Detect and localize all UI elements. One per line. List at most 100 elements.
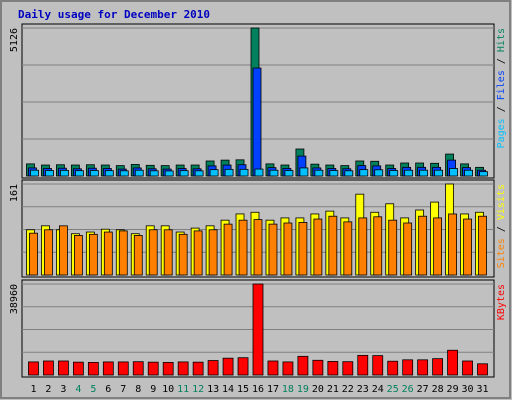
bar	[252, 283, 264, 376]
x-tick-label: 9	[150, 384, 156, 395]
bar	[253, 219, 263, 276]
legend-separator: /	[496, 100, 507, 118]
bar	[179, 170, 189, 177]
bar	[434, 169, 444, 177]
bar	[387, 360, 399, 376]
bar	[87, 361, 99, 376]
bar	[193, 230, 203, 276]
legend: KBytes	[496, 284, 507, 320]
bar	[103, 231, 113, 276]
y-tick-label: 161	[9, 184, 20, 202]
chart-title: Daily usage for December 2010	[18, 8, 210, 21]
x-tick-label: 28	[432, 384, 444, 395]
bar	[299, 167, 309, 177]
x-tick-label: 31	[476, 384, 488, 395]
x-tick-label: 24	[372, 384, 384, 395]
bar	[358, 217, 368, 276]
bar	[238, 219, 248, 276]
bar	[419, 169, 429, 177]
bar	[298, 222, 308, 276]
bar	[254, 168, 264, 177]
bar	[282, 361, 294, 376]
bar	[30, 169, 39, 177]
bar	[464, 169, 473, 177]
bar	[29, 232, 38, 276]
bar	[117, 361, 129, 376]
x-tick-label: 13	[207, 384, 219, 395]
bar	[89, 170, 99, 177]
bar	[269, 169, 279, 177]
bar	[283, 222, 293, 276]
bar	[74, 170, 84, 177]
bar	[418, 215, 428, 276]
x-tick-label: 14	[222, 384, 234, 395]
bar	[223, 223, 233, 276]
bar	[327, 361, 339, 376]
bar	[43, 360, 54, 376]
bar	[462, 360, 473, 376]
bar	[267, 360, 279, 376]
bar	[447, 349, 458, 376]
x-tick-label: 23	[357, 384, 369, 395]
legend-separator: /	[496, 52, 507, 70]
bar	[73, 235, 83, 276]
bar	[252, 67, 262, 177]
bar	[208, 229, 218, 276]
x-tick-label: 8	[135, 384, 141, 395]
bar	[328, 215, 338, 276]
bar	[313, 218, 323, 276]
bar	[329, 170, 339, 177]
bar	[432, 358, 444, 376]
x-tick-label: 21	[327, 384, 339, 395]
bar	[449, 168, 458, 177]
bar	[374, 169, 384, 177]
x-tick-label: 12	[192, 384, 204, 395]
bar	[417, 359, 429, 376]
legend-separator: /	[496, 220, 507, 238]
bar	[163, 229, 173, 276]
bar	[119, 170, 129, 177]
bar	[207, 360, 219, 376]
legend: Sites / Visits	[496, 184, 507, 268]
x-tick-label: 3	[60, 384, 66, 395]
bar	[314, 169, 324, 177]
bar	[448, 213, 457, 276]
bar	[148, 229, 158, 276]
bar	[60, 169, 69, 177]
bar	[72, 361, 84, 376]
bar	[133, 235, 143, 276]
bar	[342, 361, 354, 376]
bar	[359, 169, 369, 177]
bar	[44, 229, 53, 276]
x-tick-label: 25	[387, 384, 399, 395]
bar	[177, 361, 189, 376]
bar	[59, 225, 68, 276]
bar	[239, 168, 249, 177]
bar	[28, 361, 39, 376]
bar	[372, 355, 384, 376]
bar	[45, 170, 54, 177]
bar	[134, 169, 144, 177]
bar	[403, 222, 413, 276]
x-tick-label: 26	[402, 384, 414, 395]
x-tick-label: 22	[342, 384, 354, 395]
bar	[192, 361, 204, 376]
x-tick-label: 18	[282, 384, 294, 395]
legend-entry: Files	[496, 70, 507, 100]
bar	[357, 354, 369, 376]
legend-entry: Hits	[496, 28, 507, 52]
bar	[477, 363, 488, 376]
bar	[88, 233, 98, 276]
bar	[388, 219, 398, 276]
x-tick-label: 15	[237, 384, 249, 395]
bar	[224, 168, 234, 177]
bar	[373, 216, 383, 276]
bar	[194, 170, 204, 177]
bar	[164, 170, 174, 177]
x-tick-label: 20	[312, 384, 324, 395]
x-tick-label: 30	[462, 384, 474, 395]
legend-entry: Visits	[496, 184, 507, 220]
